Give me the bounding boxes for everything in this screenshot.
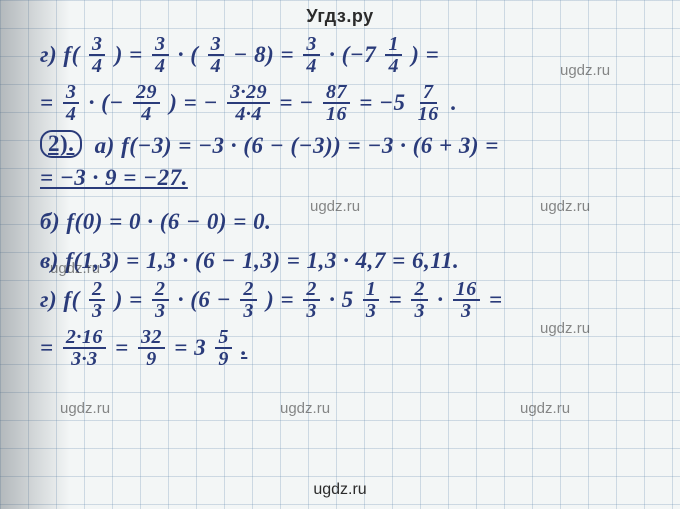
text: · (− xyxy=(89,91,124,115)
math-line-8: = 2·16 3·3 = 32 9 = 3 5 9 . xyxy=(40,327,660,369)
fraction: 2 3 xyxy=(411,279,428,321)
item-label: в) xyxy=(40,249,59,273)
text: · (6 − xyxy=(178,288,231,312)
text: = −5 xyxy=(359,91,405,115)
text: = xyxy=(115,336,129,360)
text: . xyxy=(241,336,247,360)
text: f( xyxy=(63,288,79,312)
math-line-1: г) f( 3 4 ) = 3 4 · ( 3 4 − 8) = 3 4 · (… xyxy=(40,34,660,76)
fraction: 3 4 xyxy=(63,82,80,124)
fraction: 16 3 xyxy=(453,279,480,321)
fraction: 3 4 xyxy=(303,34,320,76)
item-label: г) xyxy=(40,43,57,67)
fraction: 3 4 xyxy=(208,34,225,76)
footer-watermark: ugdz.ru xyxy=(0,481,680,499)
fraction: 2 3 xyxy=(89,279,106,321)
text: = 3 xyxy=(174,336,206,360)
text: ) = − xyxy=(169,91,218,115)
text: · 5 xyxy=(329,288,354,312)
handwritten-content: г) f( 3 4 ) = 3 4 · ( 3 4 − 8) = 3 4 · (… xyxy=(40,34,660,375)
math-line-4: = −3 · 9 = −27. xyxy=(40,164,660,190)
text: f(0) = 0 · (6 − 0) = 0. xyxy=(66,210,271,234)
text: = xyxy=(40,336,54,360)
fraction: 3·29 4·4 xyxy=(227,82,270,124)
math-line-3: 2). a) f(−3) = −3 · (6 − (−3)) = −3 · (6… xyxy=(40,130,660,158)
text: = xyxy=(489,288,503,312)
fraction: 87 16 xyxy=(323,82,350,124)
text: = xyxy=(389,288,403,312)
text: ) = xyxy=(115,43,143,67)
fraction: 1 4 xyxy=(385,34,402,76)
fraction: 7 16 xyxy=(415,82,442,124)
text: = − xyxy=(279,91,313,115)
text: f(−3) = −3 · (6 − (−3)) = −3 · (6 + 3) = xyxy=(121,134,499,158)
fraction: 2 3 xyxy=(152,279,169,321)
math-line-6: в) f(1,3) = 1,3 · (6 − 1,3) = 1,3 · 4,7 … xyxy=(40,248,660,274)
item-label: г) xyxy=(40,288,57,312)
page-title: Угдз.ру xyxy=(0,6,680,27)
fraction: 1 3 xyxy=(363,279,380,321)
item-label: б) xyxy=(40,210,60,234)
fraction: 3 4 xyxy=(89,34,106,76)
text: ) = xyxy=(266,288,294,312)
fraction: 5 9 xyxy=(215,327,232,369)
text: − 8) = xyxy=(233,43,294,67)
text: = xyxy=(40,91,54,115)
text: · (−7 xyxy=(329,43,376,67)
text: · ( xyxy=(178,43,199,67)
math-line-7: г) f( 2 3 ) = 2 3 · (6 − 2 3 ) = 2 3 · 5… xyxy=(40,279,660,321)
fraction: 2·16 3·3 xyxy=(63,327,106,369)
fraction: 2 3 xyxy=(240,279,257,321)
text: · xyxy=(437,288,443,312)
text: . xyxy=(451,91,457,115)
fraction: 3 4 xyxy=(152,34,169,76)
fraction: 32 9 xyxy=(138,327,165,369)
text: ) = xyxy=(411,43,439,67)
text: f( xyxy=(63,43,79,67)
item-label: a) xyxy=(95,134,115,158)
problem-number: 2). xyxy=(40,130,82,158)
text: = −3 · 9 = −27. xyxy=(40,166,188,190)
fraction: 2 3 xyxy=(303,279,320,321)
text: f(1,3) = 1,3 · (6 − 1,3) = 1,3 · 4,7 = 6… xyxy=(65,249,459,273)
fraction: 29 4 xyxy=(133,82,160,124)
math-line-2: = 3 4 · (− 29 4 ) = − 3·29 4·4 = − 87 16… xyxy=(40,82,660,124)
text: ) = xyxy=(115,288,143,312)
math-line-5: б) f(0) = 0 · (6 − 0) = 0. xyxy=(40,208,660,234)
